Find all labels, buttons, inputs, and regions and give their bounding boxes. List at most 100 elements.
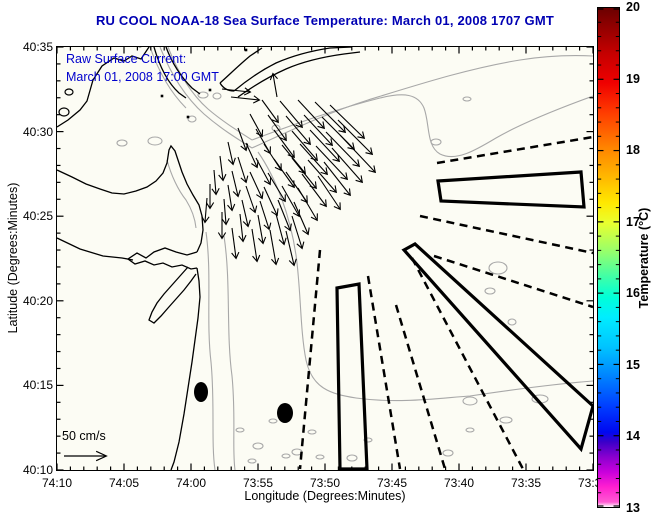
figure-title: RU COOL NOAA-18 Sea Surface Temperature:… (95, 13, 555, 28)
bathymetry-contour (149, 47, 187, 109)
colorbar-ticks-canvas (598, 8, 619, 507)
coastline-path (237, 51, 361, 98)
current-vector (221, 87, 252, 96)
current-vector (257, 214, 267, 245)
coastline-path (57, 237, 134, 261)
current-vector (237, 156, 249, 184)
bathymetry-contour (166, 159, 197, 229)
y-tick-label: 40:35 (22, 40, 53, 54)
bathymetry-contour (223, 235, 236, 470)
bathymetry-blob (499, 416, 513, 424)
current-vector (251, 228, 261, 263)
coastline-path (153, 47, 187, 99)
current-vector (267, 172, 286, 203)
bathymetry-blob (462, 396, 478, 406)
bathymetry-blob (247, 458, 257, 464)
bathymetry-blob (442, 449, 454, 457)
overlay-note-line2: March 01, 2008 17:00 GMT (66, 70, 219, 84)
colorbar-tick-label: 20 (626, 0, 640, 14)
current-vector (245, 185, 258, 214)
current-vector (249, 113, 264, 138)
current-vector (297, 99, 326, 130)
radar-beam-solid (436, 170, 586, 209)
current-vector (245, 142, 259, 169)
y-tick-label: 40:10 (22, 463, 53, 477)
current-vector (291, 157, 317, 190)
current-vector (297, 187, 318, 222)
x-tick-label: 74:05 (108, 476, 140, 490)
radar-beam-solid (401, 242, 593, 453)
current-vector (231, 170, 241, 198)
colorbar-tick-label: 14 (626, 429, 640, 444)
coastline-path (165, 47, 201, 95)
radar-beam-dashed (436, 135, 593, 165)
bathymetry-blob (187, 115, 197, 123)
current-vector (309, 129, 341, 163)
current-vector (279, 100, 303, 129)
current-vector (299, 143, 329, 176)
current-vector (267, 114, 287, 142)
current-vector (285, 230, 297, 267)
bathymetry-blob (315, 454, 325, 460)
current-vector (230, 95, 261, 104)
current-vector (307, 159, 337, 194)
current-vector (275, 213, 287, 246)
current-vector (317, 175, 341, 211)
radar-beam-dashed (394, 304, 447, 470)
bathymetry-blob (307, 429, 317, 435)
bathymetry-blob (465, 427, 475, 433)
current-vector (255, 157, 272, 186)
coastline-path (148, 266, 197, 324)
current-vector (211, 169, 220, 196)
x-tick-label: 73:50 (309, 476, 341, 490)
bathymetry-contours (116, 47, 593, 470)
current-vector (241, 199, 251, 228)
island-outline (64, 88, 74, 96)
bathymetry-blob (281, 453, 291, 459)
y-tick-label: 40:20 (22, 293, 53, 308)
coastline-path (126, 247, 198, 270)
current-vector (227, 141, 236, 166)
axis-ticks (57, 47, 593, 470)
x-axis-title: Longitude (Degrees:Minutes) (244, 489, 406, 503)
buoy-marker (194, 382, 208, 402)
bathymetry-blob (197, 91, 209, 99)
buoy-markers (194, 382, 293, 423)
radar-beam-dashed (366, 275, 402, 470)
current-vector (323, 161, 351, 197)
x-tick-label: 74:10 (41, 476, 73, 490)
radar-coverage-beams (298, 135, 593, 470)
coast-speck (186, 115, 190, 119)
bathymetry-blob (346, 454, 358, 462)
colorbar-tick-label: 17 (626, 214, 640, 229)
current-vector (293, 201, 310, 236)
coast-speck (160, 94, 164, 98)
x-tick-label: 74:00 (175, 476, 207, 490)
y-tick-label: 40:25 (22, 209, 53, 224)
current-vector (291, 130, 318, 162)
bathymetry-blob (462, 96, 472, 102)
bathymetry-blob (488, 261, 508, 275)
y-tick-label: 40:30 (22, 124, 53, 139)
radar-beam-dashed (433, 254, 593, 309)
current-vector (315, 145, 349, 181)
current-vector (261, 99, 279, 124)
current-vector (291, 215, 305, 250)
bathymetry-blob (147, 136, 163, 146)
colorbar-title: Temperature (°C) (637, 207, 651, 309)
coastline-path (57, 47, 150, 128)
current-vector (218, 155, 227, 182)
bathymetry-contour (251, 55, 593, 149)
current-vector (273, 158, 295, 189)
x-tick-label: 73:35 (510, 476, 542, 490)
current-vector (331, 147, 363, 184)
current-vector (269, 229, 280, 266)
velocity-scale: 50 cm/s (62, 429, 108, 462)
radar-beam-dashed (298, 249, 322, 470)
colorbar-tick-label: 16 (626, 286, 640, 301)
current-vector (221, 198, 230, 226)
y-tick-label: 40:15 (22, 378, 53, 393)
coastline-path (170, 267, 201, 470)
current-vector (273, 129, 295, 159)
